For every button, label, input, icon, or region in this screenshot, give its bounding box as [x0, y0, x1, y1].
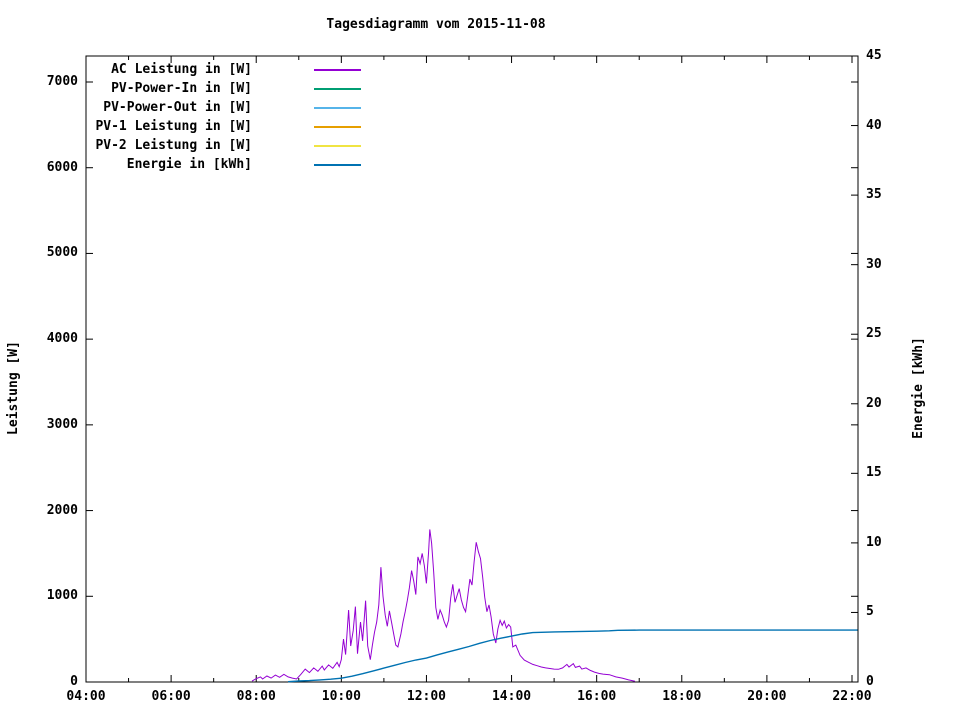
x-tick-label: 06:00	[151, 689, 191, 704]
series-line-5	[288, 629, 858, 683]
x-tick-label: 12:00	[406, 689, 447, 704]
y2-tick-label: 25	[866, 326, 882, 342]
y-tick-label: 1000	[46, 588, 78, 604]
y2-tick-label: 15	[866, 465, 882, 481]
legend-line-sample	[314, 107, 361, 109]
x-tick-label: 14:00	[491, 689, 532, 704]
legend-row: PV-2 Leistung in [W]	[0, 138, 370, 154]
y2-tick-label: 0	[866, 674, 874, 689]
legend-label: AC Leistung in [W]	[111, 62, 252, 77]
plot-border	[85, 55, 859, 683]
legend-line-sample	[314, 88, 361, 90]
legend-row: PV-Power-Out in [W]	[0, 100, 370, 116]
y-tick-label: 0	[70, 674, 78, 689]
y-tick-label: 7000	[46, 74, 78, 89]
y2-tick-label: 30	[866, 256, 882, 272]
x-tick-label: 16:00	[577, 689, 617, 704]
y-tick-label: 6000	[46, 159, 78, 175]
left-axis-title: Leistung [W]	[6, 341, 21, 435]
legend-label: PV-Power-In in [W]	[111, 81, 252, 96]
legend-line-sample	[314, 126, 361, 128]
legend-row: AC Leistung in [W]	[0, 62, 370, 78]
y-tick-label: 5000	[46, 245, 78, 261]
legend-line-sample	[314, 69, 361, 71]
y2-tick-label: 5	[866, 604, 874, 620]
legend-label: PV-2 Leistung in [W]	[95, 138, 252, 153]
y-tick-label: 2000	[46, 502, 78, 518]
legend-row: PV-Power-In in [W]	[0, 81, 370, 97]
y-tick-label: 3000	[46, 416, 78, 432]
legend-row: PV-1 Leistung in [W]	[0, 119, 370, 135]
series-line-0	[251, 529, 636, 682]
y2-tick-label: 35	[866, 187, 882, 203]
legend-line-sample	[314, 145, 361, 147]
legend-label: PV-1 Leistung in [W]	[95, 119, 252, 134]
y-tick-label: 4000	[46, 331, 78, 347]
x-tick-label: 22:00	[832, 689, 872, 704]
x-tick-label: 08:00	[236, 689, 276, 704]
legend-row: Energie in [kWh]	[0, 157, 370, 173]
y2-tick-label: 10	[866, 534, 882, 550]
legend-line-sample	[314, 164, 361, 166]
chart-title: Tagesdiagramm vom 2015-11-08	[326, 17, 546, 32]
x-tick-label: 10:00	[321, 689, 361, 704]
x-tick-label: 18:00	[662, 689, 702, 704]
x-tick-label: 04:00	[66, 689, 106, 704]
right-axis-title: Energie [kWh]	[911, 337, 926, 439]
y2-tick-label: 45	[866, 48, 882, 63]
x-tick-label: 20:00	[747, 689, 787, 704]
legend-label: PV-Power-Out in [W]	[103, 100, 252, 115]
legend-label: Energie in [kWh]	[126, 157, 252, 172]
y2-tick-label: 20	[866, 395, 882, 411]
y2-tick-label: 40	[866, 117, 882, 133]
